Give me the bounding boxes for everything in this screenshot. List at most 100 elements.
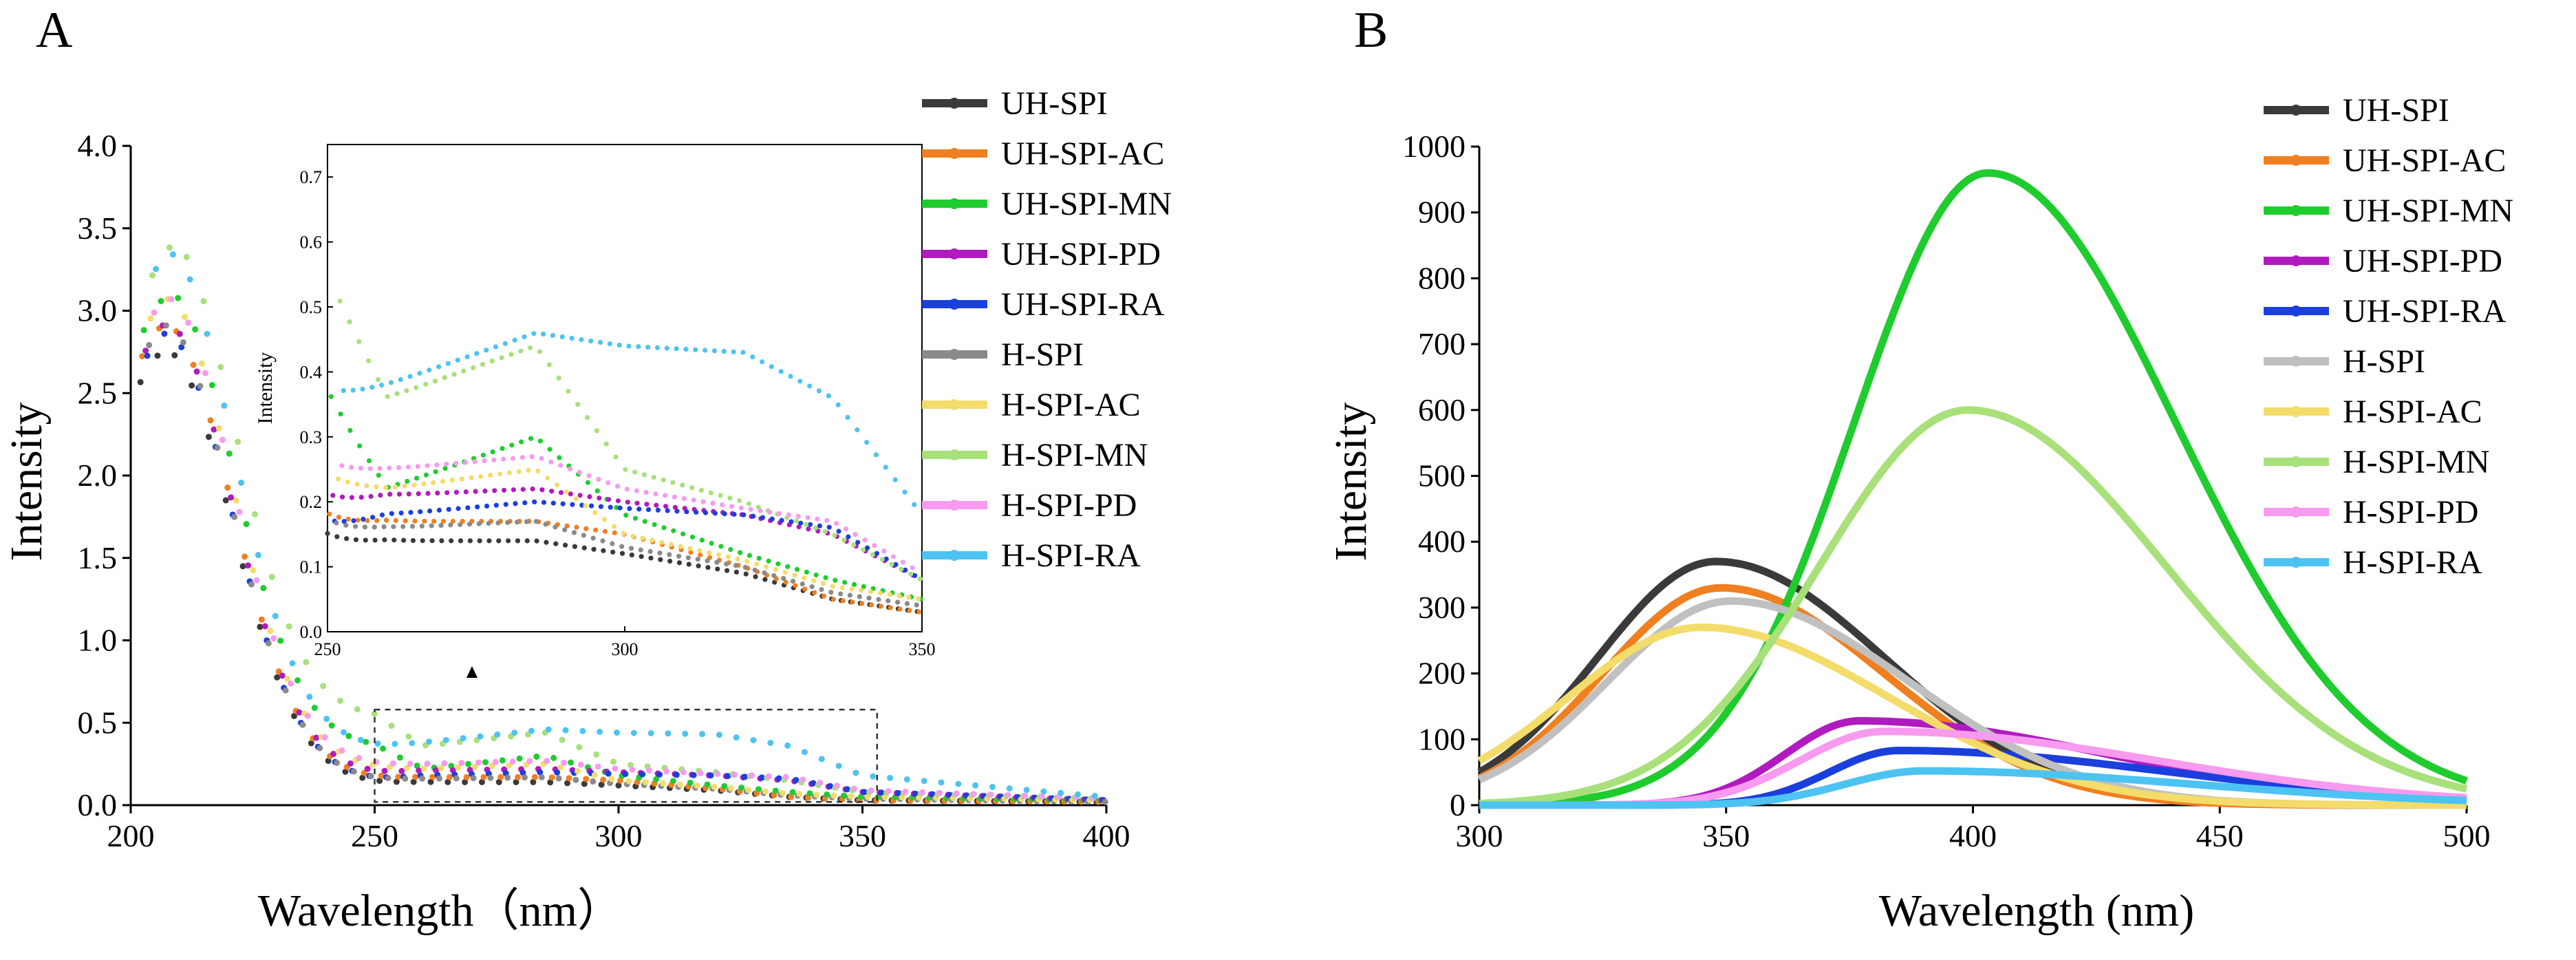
panel-a-inset-data-point	[440, 479, 446, 484]
panel-a-inset-data-point	[691, 498, 696, 503]
panel-a-data-point	[987, 791, 994, 798]
panel-a-inset-data-point	[788, 374, 793, 379]
panel-a-data-point	[513, 778, 519, 785]
panel-a-inset-data-point	[354, 482, 360, 487]
panel-a-inset-data-point	[792, 573, 797, 578]
panel-a-inset-data-point	[569, 335, 575, 341]
panel-a-inset-data-point	[859, 588, 864, 593]
panel-a-inset-data-point	[857, 594, 862, 599]
panel-a-inset-data-point	[550, 500, 556, 506]
panel-a-data-point	[870, 773, 877, 780]
panel-a-inset-data-point	[728, 546, 733, 553]
panel-a-data-point	[424, 760, 431, 767]
panel-a-data-point	[224, 484, 231, 491]
panel-a-inset-data-point	[394, 391, 400, 396]
panel-a-data-point	[458, 760, 465, 767]
panel-a-inset-data-point	[632, 515, 638, 521]
panel-a-data-point	[767, 739, 774, 746]
panel-a-data-point	[895, 790, 902, 797]
panel-a-legend-marker	[949, 198, 960, 209]
panel-a-inset-data-point	[349, 495, 355, 500]
panel-a-legend-label: H-SPI-MN	[1001, 437, 1148, 473]
panel-a-data-point	[515, 774, 522, 780]
panel-a-data-point	[504, 774, 511, 781]
panel-a-data-point	[284, 675, 291, 682]
panel-a-inset-data-point	[412, 518, 418, 524]
panel-a-inset-data-point	[515, 520, 520, 525]
panel-a-inset-data-point	[462, 460, 469, 465]
panel-a-inset-data-point	[670, 480, 676, 485]
panel-a-inset-data-point	[591, 546, 597, 552]
panel-a-data-point	[817, 779, 824, 786]
panel-a-data-point	[579, 727, 586, 734]
panel-a-inset-data-point	[348, 465, 354, 470]
panel-a-inset-data-point	[645, 344, 651, 350]
panel-a-inset-data-point	[387, 465, 392, 471]
panel-a-data-point	[162, 322, 169, 329]
panel-a-legend-label: UH-SPI-AC	[1001, 136, 1164, 172]
panel-a-data-point	[955, 780, 962, 787]
panel-a-data-point	[291, 712, 298, 719]
panel-a-data-point	[453, 775, 460, 782]
panel-a-legend-label: UH-SPI-PD	[1001, 236, 1161, 273]
panel-a-legend-label: H-SPI-AC	[1001, 387, 1141, 423]
panel-a-data-point	[824, 791, 830, 798]
panel-a-inset-data-point	[771, 573, 777, 579]
panel-a-data-point	[378, 772, 385, 779]
panel-a-inset-x-tick-label: 300	[612, 639, 638, 659]
panel-b-legend-label: H-SPI-PD	[2343, 494, 2478, 531]
panel-a-inset-data-point	[500, 446, 505, 451]
panel-a-data-point	[296, 709, 303, 716]
panel-a-inset-data-point	[697, 548, 702, 553]
panel-a-inset-data-point	[851, 582, 857, 587]
panel-a-inset-data-point	[794, 566, 800, 572]
panel-a-inset-data-point	[432, 378, 438, 384]
panel-a-inset-data-point	[879, 557, 885, 562]
panel-a-data-point	[852, 769, 859, 776]
panel-a-inset-data-point	[758, 508, 763, 513]
panel-b-letter: B	[1354, 2, 1388, 58]
panel-a-inset-data-point	[610, 549, 616, 555]
panel-b-legend-marker	[2290, 205, 2301, 216]
panel-a-inset-data-point	[545, 475, 550, 481]
panel-a-inset-data-point	[712, 511, 718, 516]
panel-a-inset-data-point	[654, 502, 659, 508]
panel-a-inset-data-point	[638, 554, 644, 559]
panel-a-inset-data-point	[847, 593, 853, 598]
panel-a-inset-data-point	[689, 485, 695, 491]
panel-a-data-point	[711, 783, 718, 790]
panel-a-inset-data-point	[508, 352, 514, 357]
panel-a-inset-data-point	[539, 456, 544, 461]
panel-a-data-point	[516, 755, 523, 762]
panel-a-data-point	[544, 758, 550, 765]
panel-a-inset-data-point	[501, 456, 506, 462]
panel-a-inset-data-point	[376, 472, 381, 478]
panel-a-data-point	[357, 736, 364, 743]
panel-a-data-point	[207, 417, 214, 424]
panel-a-inset-data-point	[886, 598, 891, 604]
panel-b-legend-marker	[2290, 306, 2301, 317]
panel-a-data-point	[363, 738, 369, 745]
panel-a-inset-data-point	[852, 532, 858, 537]
panel-a-data-point	[591, 771, 598, 778]
panel-b-y-tick-label: 1000	[1402, 129, 1466, 164]
panel-a-inset-data-point	[684, 509, 689, 515]
panel-a-inset-data-point	[655, 507, 661, 513]
panel-a-inset-data-point	[435, 490, 440, 496]
panel-a-inset-data-point	[674, 346, 679, 352]
panel-a-inset-data-point	[640, 535, 645, 541]
panel-a-inset-data-point	[764, 564, 769, 570]
panel-a-data-point	[784, 742, 791, 749]
panel-a-inset-data-point	[594, 428, 599, 434]
panel-a-data-point	[410, 778, 417, 785]
panel-a-inset-data-point	[807, 522, 813, 527]
panel-a-data-point	[267, 628, 274, 634]
panel-a-data-point	[509, 758, 516, 765]
panel-b-legend-marker	[2290, 406, 2301, 417]
panel-a-inset-data-point	[634, 488, 639, 493]
panel-a-inset-data-point	[733, 569, 740, 575]
panel-a-inset-data-point	[613, 454, 619, 460]
panel-a-data-point	[489, 762, 495, 769]
panel-a-inset-data-point	[408, 509, 414, 515]
panel-a-inset-data-point	[811, 578, 817, 584]
